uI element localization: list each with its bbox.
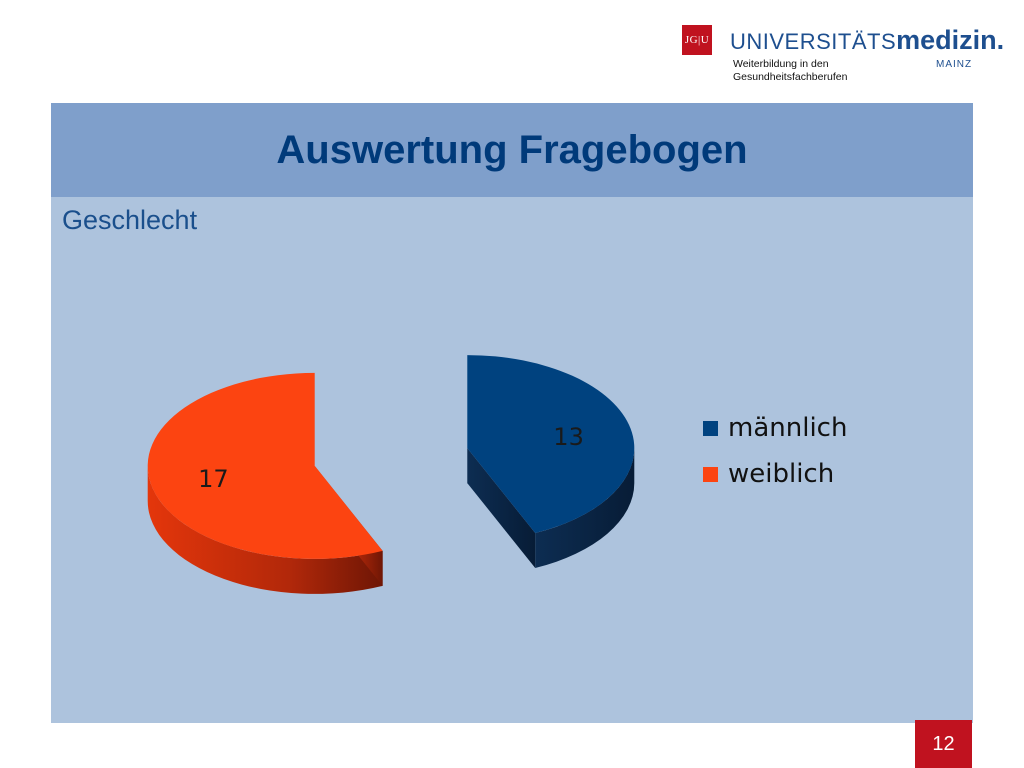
pie-slice-male: [467, 355, 635, 534]
page-number: 12: [915, 720, 972, 768]
department-label: Weiterbildung in den Gesundheitsfachberu…: [733, 58, 848, 83]
legend-item-female: weiblich: [703, 451, 847, 497]
pie-cut-male-1: [467, 448, 536, 569]
legend-item-male: männlich: [703, 405, 847, 451]
legend-swatch-male: [703, 420, 718, 436]
pie-chart: 13 17: [147, 355, 635, 594]
legend-swatch-female: [703, 466, 718, 482]
brand-main: medizin.: [896, 25, 1005, 55]
data-label-male: 13: [553, 423, 584, 451]
pie-side-male-0: [535, 448, 635, 569]
pie-side-female-0: [147, 465, 383, 594]
slide-subtitle: Geschlecht: [62, 205, 198, 235]
brand-prefix: UNIVERSITÄTS: [730, 29, 897, 54]
brand-wordmark: UNIVERSITÄTSmedizin.: [730, 24, 1004, 56]
chart-legend: männlich weiblich: [703, 405, 847, 497]
legend-label-male: männlich: [728, 413, 848, 443]
slide-title: Auswertung Fragebogen: [276, 127, 748, 172]
data-label-female: 17: [198, 465, 229, 493]
logo-badge: JG|U: [682, 25, 712, 55]
pie-slice-female: [147, 372, 383, 559]
legend-label-female: weiblich: [728, 459, 835, 489]
content-panel: Geschlecht 13 17 männlich weiblich: [51, 197, 973, 723]
brand-city: MAINZ: [936, 59, 973, 70]
title-bar: Auswertung Fragebogen: [51, 103, 973, 197]
